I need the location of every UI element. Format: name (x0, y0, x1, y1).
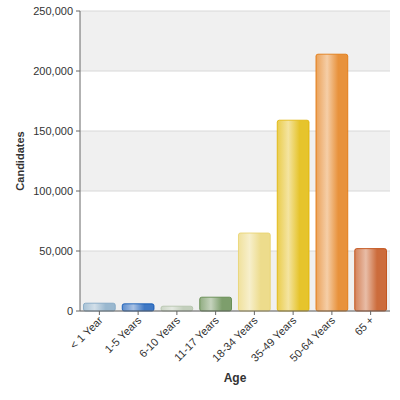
y-axis (80, 11, 81, 311)
y-tick-label: 150,000 (33, 125, 73, 137)
y-axis-title: Candidates (14, 131, 26, 190)
bar (161, 306, 193, 311)
x-tick (99, 311, 100, 315)
y-tick-label: 0 (67, 305, 73, 317)
grid-line (80, 311, 390, 312)
x-tick (176, 311, 177, 315)
chart: 0 50,000 100,000 150,000 200,000 250,000 < 1 Y… (0, 0, 400, 400)
bar (238, 233, 270, 311)
bar (277, 120, 309, 311)
y-tick (76, 251, 80, 252)
grid-line (80, 11, 390, 12)
x-tick (138, 311, 139, 315)
y-tick (76, 71, 80, 72)
y-tick-label: 200,000 (33, 65, 73, 77)
y-tick-label: 100,000 (33, 185, 73, 197)
bar (83, 303, 115, 311)
bar (122, 304, 154, 311)
y-tick-label: 50,000 (39, 245, 73, 257)
bar (200, 297, 232, 311)
x-tick-label: 50-64 Years (287, 314, 337, 364)
y-tick (76, 311, 80, 312)
x-axis-title: Age (224, 371, 247, 385)
y-tick-label: 250,000 (33, 5, 73, 17)
x-tick (215, 311, 216, 315)
x-tick (331, 311, 332, 315)
x-tick (370, 311, 371, 315)
x-tick (254, 311, 255, 315)
y-tick (76, 11, 80, 12)
plot-background (80, 11, 390, 311)
bar (316, 54, 348, 311)
y-tick (76, 131, 80, 132)
x-tick-label: < 1 Year (68, 314, 105, 351)
y-tick (76, 191, 80, 192)
x-axis (80, 311, 390, 312)
x-tick-label: 65 + (352, 314, 376, 338)
x-tick (293, 311, 294, 315)
bar (355, 249, 387, 311)
